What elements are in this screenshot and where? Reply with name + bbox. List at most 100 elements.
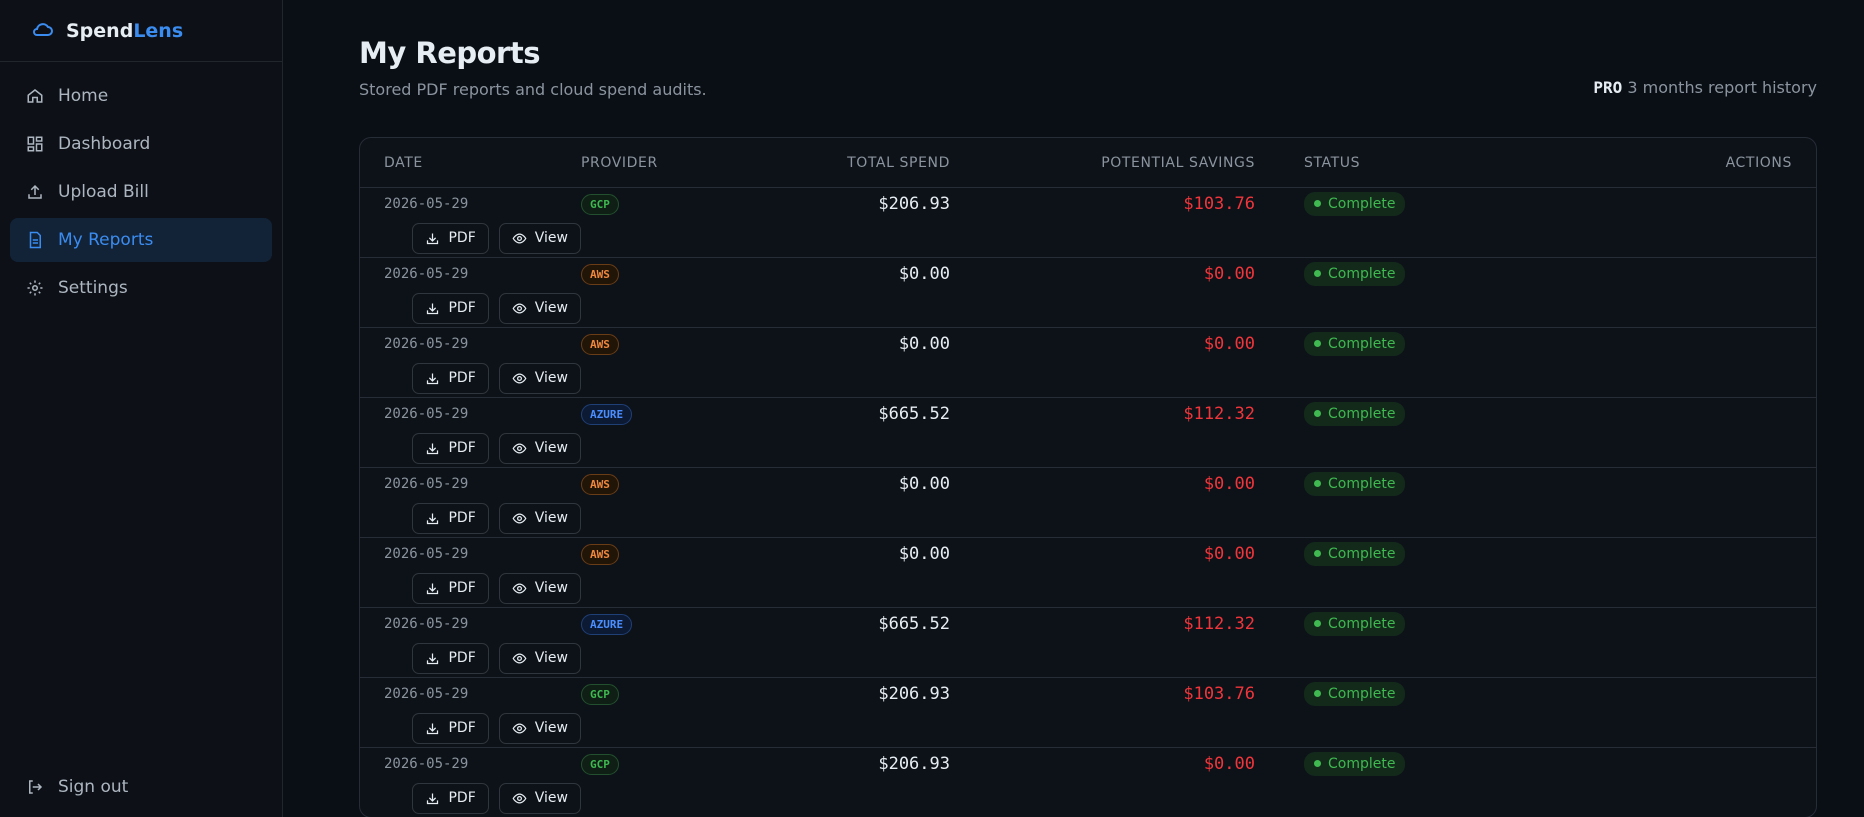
nav-label: Home (58, 86, 109, 106)
status-label: Complete (1328, 335, 1396, 352)
column-header: POTENTIAL SAVINGS (1101, 154, 1255, 171)
nav-item[interactable]: Home (10, 74, 272, 118)
nav-item[interactable]: Upload Bill (10, 170, 272, 214)
pdf-button[interactable]: PDF (412, 782, 489, 814)
sign-out-label: Sign out (58, 777, 129, 797)
view-button[interactable]: View (498, 642, 581, 674)
actions: PDF View (384, 362, 581, 394)
view-button[interactable]: View (498, 362, 581, 394)
pdf-button[interactable]: PDF (412, 642, 489, 674)
plan-badge: PRO (1593, 78, 1623, 97)
sidebar: SpendLens Home Dashboard Upload Bill My Rep… (0, 0, 283, 817)
total-spend: $206.93 (878, 683, 950, 704)
pdf-button[interactable]: PDF (412, 432, 489, 464)
provider-badge: GCP (581, 193, 619, 215)
provider-cell: GCP (581, 683, 781, 705)
provider-badge: AWS (581, 263, 619, 285)
status-dot (1314, 410, 1321, 417)
view-button[interactable]: View (498, 712, 581, 744)
status-dot (1314, 480, 1321, 487)
table-row: 2026-05-29 AWS $0.00 $0.00 Complete PDF View (360, 537, 1816, 607)
pdf-label: PDF (448, 720, 476, 736)
pdf-button[interactable]: PDF (412, 502, 489, 534)
status-label: Complete (1328, 615, 1396, 632)
status-cell: Complete (1304, 611, 1792, 636)
actions: PDF View (384, 712, 581, 744)
nav-label: My Reports (58, 230, 154, 250)
pdf-button[interactable]: PDF (412, 292, 489, 324)
total-spend: $0.00 (898, 473, 950, 494)
actions: PDF View (384, 292, 581, 324)
logo[interactable]: SpendLens (0, 0, 282, 62)
column-header: TOTAL SPEND (847, 154, 950, 171)
pdf-button[interactable]: PDF (412, 222, 489, 254)
total-spend: $665.52 (878, 403, 950, 424)
provider-cell: AWS (581, 473, 781, 495)
table-row: 2026-05-29 GCP $206.93 $103.76 Complete PDF Vi… (360, 677, 1816, 747)
view-button[interactable]: View (498, 502, 581, 534)
total-spend: $665.52 (878, 613, 950, 634)
provider-cell: AWS (581, 543, 781, 565)
status-badge: Complete (1304, 401, 1406, 426)
view-label: View (534, 720, 568, 736)
status-label: Complete (1328, 405, 1396, 422)
logo-icon (33, 22, 53, 36)
brand-first: Spend (66, 19, 134, 42)
total-spend: $206.93 (878, 753, 950, 774)
date: 2026-05-29 (384, 335, 469, 352)
pdf-button[interactable]: PDF (412, 712, 489, 744)
actions: PDF View (384, 222, 581, 254)
status-dot (1314, 760, 1321, 767)
potential-savings: $103.76 (1183, 683, 1255, 704)
status-dot (1314, 270, 1321, 277)
status-cell: Complete (1304, 471, 1792, 496)
pdf-label: PDF (448, 440, 476, 456)
actions: PDF View (384, 432, 581, 464)
provider-badge: GCP (581, 753, 619, 775)
column-header: PROVIDER (581, 154, 658, 171)
potential-savings: $112.32 (1183, 613, 1255, 634)
view-button[interactable]: View (498, 572, 581, 604)
provider-cell: GCP (581, 193, 781, 215)
status-badge: Complete (1304, 681, 1406, 706)
provider-badge: AZURE (581, 403, 633, 425)
potential-savings: $0.00 (1203, 753, 1255, 774)
pdf-label: PDF (448, 300, 476, 316)
status-label: Complete (1328, 685, 1396, 702)
column-header: STATUS (1304, 154, 1361, 171)
pdf-button[interactable]: PDF (412, 362, 489, 394)
provider-cell: AZURE (581, 613, 781, 635)
status-badge: Complete (1304, 191, 1406, 216)
status-label: Complete (1328, 545, 1396, 562)
view-label: View (534, 440, 568, 456)
sign-out[interactable]: Sign out (26, 777, 128, 797)
actions: PDF View (384, 642, 581, 674)
actions: PDF View (384, 782, 581, 814)
date: 2026-05-29 (384, 545, 469, 562)
status-dot (1314, 340, 1321, 347)
nav: Home Dashboard Upload Bill My Reports Settin… (0, 74, 282, 310)
total-spend: $0.00 (898, 543, 950, 564)
view-button[interactable]: View (498, 782, 581, 814)
main: My Reports Stored PDF reports and cloud … (283, 0, 1864, 817)
potential-savings: $103.76 (1183, 193, 1255, 214)
view-label: View (534, 230, 568, 246)
plan-info: PRO 3 months report history (1593, 78, 1817, 97)
table-header: DATE PROVIDER TOTAL SPEND POTENTIAL SAVINGS… (360, 138, 1816, 187)
view-button[interactable]: View (498, 292, 581, 324)
table-row: 2026-05-29 AZURE $665.52 $112.32 Complete PDF… (360, 397, 1816, 467)
nav-item[interactable]: Settings (10, 266, 272, 310)
total-spend: $0.00 (898, 263, 950, 284)
date: 2026-05-29 (384, 195, 469, 212)
nav-item[interactable]: My Reports (10, 218, 272, 262)
view-button[interactable]: View (498, 222, 581, 254)
provider-cell: AZURE (581, 403, 781, 425)
status-cell: Complete (1304, 191, 1792, 216)
pdf-label: PDF (448, 510, 476, 526)
view-button[interactable]: View (498, 432, 581, 464)
column-header: DATE (384, 154, 423, 171)
potential-savings: $0.00 (1203, 263, 1255, 284)
status-label: Complete (1328, 265, 1396, 282)
pdf-button[interactable]: PDF (412, 572, 489, 604)
nav-item[interactable]: Dashboard (10, 122, 272, 166)
